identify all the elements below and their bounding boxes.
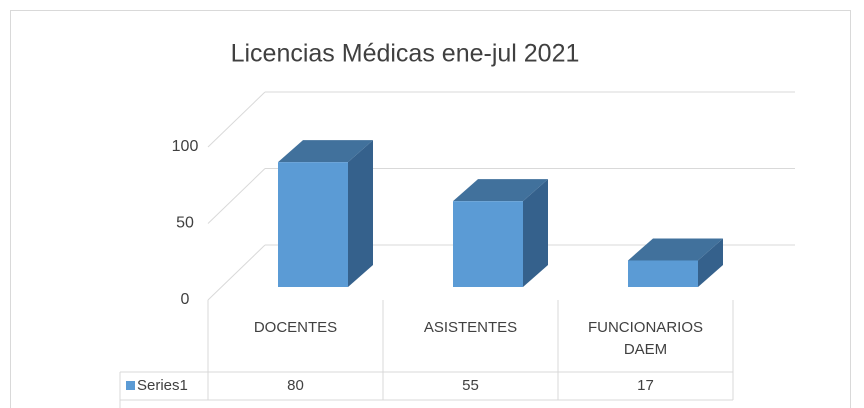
- bar-side: [523, 179, 548, 287]
- data-label: 55: [462, 377, 479, 394]
- x-tick-label: ASISTENTES: [423, 319, 518, 336]
- x-tick-label: DOCENTES: [253, 319, 338, 336]
- x-tick-label: FUNCIONARIOS DAEM: [587, 319, 703, 358]
- bar: [453, 201, 523, 287]
- legend-key: [126, 381, 135, 390]
- y-tick-label: 0: [181, 291, 190, 308]
- chart-border: [10, 10, 851, 408]
- y-tick-label: 100: [172, 138, 199, 155]
- grid-line: [207, 244, 266, 301]
- bar-top: [453, 179, 548, 202]
- data-label: 17: [637, 377, 654, 394]
- bar-top: [278, 140, 373, 163]
- bar: [278, 162, 348, 287]
- data-label: 80: [287, 377, 304, 394]
- bar-side: [348, 140, 373, 287]
- grid-line: [207, 168, 266, 224]
- bar-side: [698, 238, 723, 287]
- grid-line: [207, 91, 266, 148]
- bar: [628, 260, 698, 287]
- chart-title: Licencias Médicas ene-jul 2021: [231, 40, 580, 68]
- y-tick-label: 50: [176, 215, 194, 232]
- legend-label: Series1: [137, 377, 188, 394]
- bar-top: [628, 238, 723, 261]
